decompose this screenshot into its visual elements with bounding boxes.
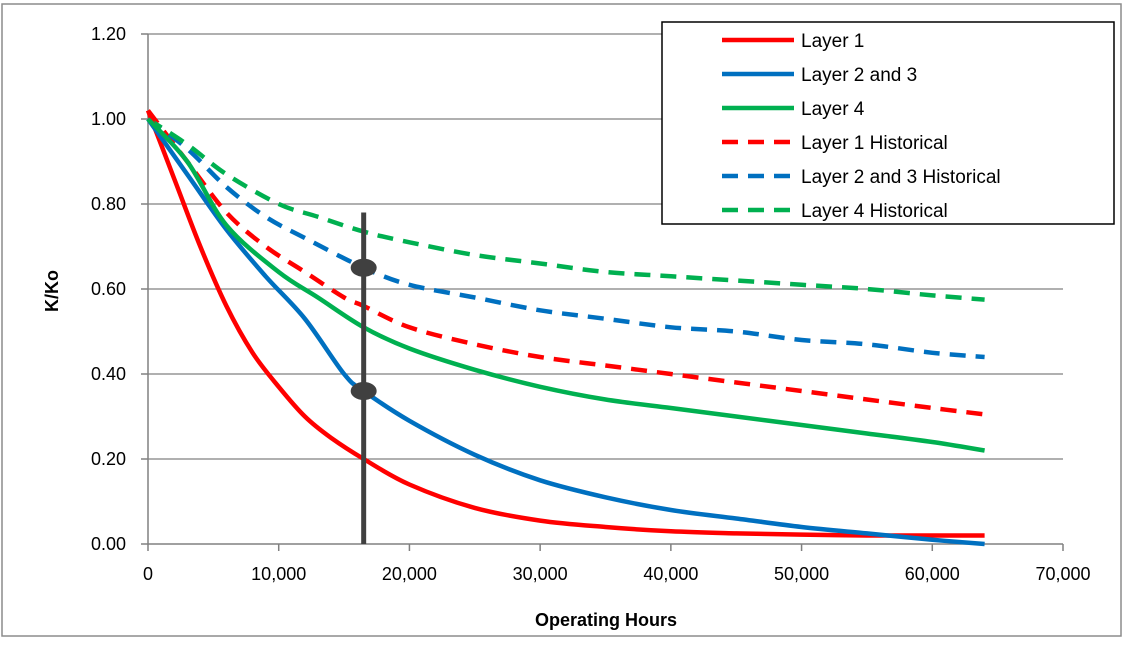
y-tick-label: 0.20 [91, 449, 126, 469]
x-tick-label: 30,000 [513, 564, 568, 584]
x-tick-label: 70,000 [1035, 564, 1090, 584]
legend-label-layer-1: Layer 1 [801, 31, 864, 52]
y-tick-label: 0.80 [91, 194, 126, 214]
legend-label-layer-4-historical: Layer 4 Historical [801, 201, 948, 222]
series-line-layer-4 [146, 117, 985, 453]
series-line-layer-1 [145, 109, 985, 538]
x-axis-title: Operating Hours [535, 610, 677, 630]
series-line-layer-1-historical [146, 109, 985, 417]
y-tick-label: 0.40 [91, 364, 126, 384]
series-line-layer-2-and-3-historical [146, 117, 985, 360]
series-line-layer-4-historical [146, 117, 985, 302]
x-tick-label: 50,000 [774, 564, 829, 584]
x-tick-label: 0 [143, 564, 153, 584]
legend: Layer 1 Layer 2 and 3 Layer 4 Layer 1 Histo… [661, 21, 1115, 225]
legend-box [661, 21, 1115, 225]
y-tick-label: 0.60 [91, 279, 126, 299]
series-lines [145, 109, 985, 547]
x-tick-label: 10,000 [251, 564, 306, 584]
legend-label-layer-1-historical: Layer 1 Historical [801, 133, 948, 154]
tick-labels: 0.00 0.20 0.40 0.60 0.80 1.00 1.20 0 10,000 20,00… [91, 24, 1091, 584]
y-tick-label: 0.00 [91, 534, 126, 554]
x-tick-label: 20,000 [382, 564, 437, 584]
reference-marker [350, 258, 377, 277]
x-tick-label: 60,000 [905, 564, 960, 584]
legend-label-layer-2-and-3-historical: Layer 2 and 3 Historical [801, 167, 1001, 188]
y-tick-label: 1.20 [91, 24, 126, 44]
y-axis-title: K/Ko [42, 270, 62, 312]
series-line-layer-2-and-3 [146, 117, 985, 547]
y-tick-label: 1.00 [91, 109, 126, 129]
legend-label-layer-4: Layer 4 [801, 99, 865, 120]
reference-marker [350, 382, 377, 400]
legend-label-layer-2-and-3: Layer 2 and 3 [801, 65, 917, 86]
annotations [350, 212, 377, 544]
x-tick-label: 40,000 [643, 564, 698, 584]
